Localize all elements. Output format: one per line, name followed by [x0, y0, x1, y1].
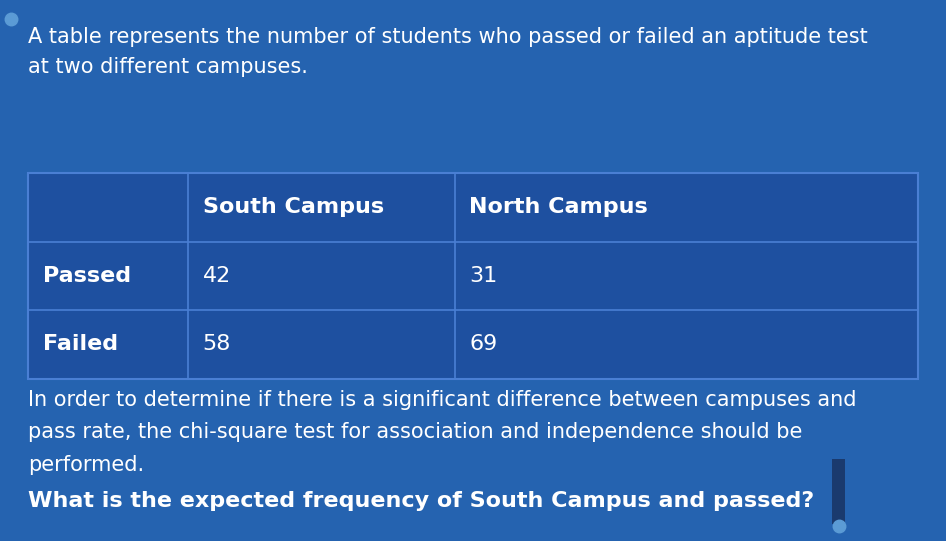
- Text: South Campus: South Campus: [202, 197, 384, 217]
- FancyBboxPatch shape: [832, 459, 845, 524]
- Text: What is the expected frequency of South Campus and passed?: What is the expected frequency of South …: [28, 491, 815, 511]
- FancyBboxPatch shape: [28, 173, 918, 379]
- Text: North Campus: North Campus: [469, 197, 648, 217]
- Text: 69: 69: [469, 334, 498, 354]
- Text: 58: 58: [202, 334, 231, 354]
- Text: A table represents the number of students who passed or failed an aptitude test
: A table represents the number of student…: [28, 27, 868, 77]
- Text: 31: 31: [469, 266, 498, 286]
- Text: In order to determine if there is a significant difference between campuses and
: In order to determine if there is a sign…: [28, 390, 857, 475]
- Text: 42: 42: [202, 266, 231, 286]
- Text: Failed: Failed: [43, 334, 117, 354]
- Text: Passed: Passed: [43, 266, 131, 286]
